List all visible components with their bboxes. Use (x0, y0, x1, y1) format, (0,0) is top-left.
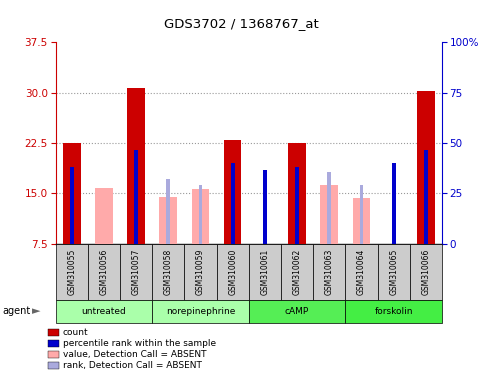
Bar (56, 244, 88, 300)
Bar (345, 300, 442, 323)
Bar (359, 185, 363, 244)
Bar (327, 172, 331, 244)
Bar (159, 197, 177, 244)
Bar (392, 163, 396, 244)
Bar (345, 244, 378, 300)
Bar (88, 244, 120, 300)
Text: untreated: untreated (82, 307, 126, 316)
Text: value, Detection Call = ABSENT: value, Detection Call = ABSENT (63, 350, 206, 359)
Text: GSM310062: GSM310062 (293, 248, 301, 295)
Text: GSM310061: GSM310061 (260, 248, 270, 295)
Bar (127, 88, 145, 244)
Bar (152, 300, 249, 323)
Text: GSM310058: GSM310058 (164, 248, 173, 295)
Bar (249, 244, 281, 300)
Text: rank, Detection Call = ABSENT: rank, Detection Call = ABSENT (63, 361, 202, 370)
Bar (353, 198, 370, 244)
Text: GSM310063: GSM310063 (325, 248, 334, 295)
Bar (152, 244, 185, 300)
Bar (95, 188, 113, 244)
Text: GSM310065: GSM310065 (389, 248, 398, 295)
Bar (134, 150, 138, 244)
Bar (70, 167, 73, 244)
Bar (281, 244, 313, 300)
Bar (313, 244, 345, 300)
Bar (295, 167, 299, 244)
Text: count: count (63, 328, 88, 338)
Text: GSM310057: GSM310057 (131, 248, 141, 295)
Bar (378, 244, 410, 300)
Bar (199, 185, 202, 244)
Bar (224, 140, 242, 244)
Bar (56, 300, 152, 323)
Bar (166, 179, 170, 244)
Bar (424, 150, 428, 244)
Text: GSM310060: GSM310060 (228, 248, 237, 295)
Text: agent: agent (2, 306, 30, 316)
Text: GSM310059: GSM310059 (196, 248, 205, 295)
Text: norepinephrine: norepinephrine (166, 307, 235, 316)
Bar (192, 189, 209, 244)
Bar (216, 244, 249, 300)
Bar (410, 244, 442, 300)
Bar (63, 143, 81, 244)
Bar (320, 185, 338, 244)
Bar (288, 143, 306, 244)
Text: GSM310066: GSM310066 (421, 248, 430, 295)
Text: GSM310064: GSM310064 (357, 248, 366, 295)
Bar (231, 163, 235, 244)
Text: GSM310055: GSM310055 (67, 248, 76, 295)
Bar (249, 300, 345, 323)
Text: GDS3702 / 1368767_at: GDS3702 / 1368767_at (164, 17, 319, 30)
Text: forskolin: forskolin (374, 307, 413, 316)
Bar (120, 244, 152, 300)
Text: percentile rank within the sample: percentile rank within the sample (63, 339, 216, 348)
Bar (185, 244, 216, 300)
Text: GSM310056: GSM310056 (99, 248, 108, 295)
Text: ►: ► (32, 306, 41, 316)
Text: cAMP: cAMP (285, 307, 309, 316)
Bar (263, 170, 267, 244)
Bar (417, 91, 435, 244)
